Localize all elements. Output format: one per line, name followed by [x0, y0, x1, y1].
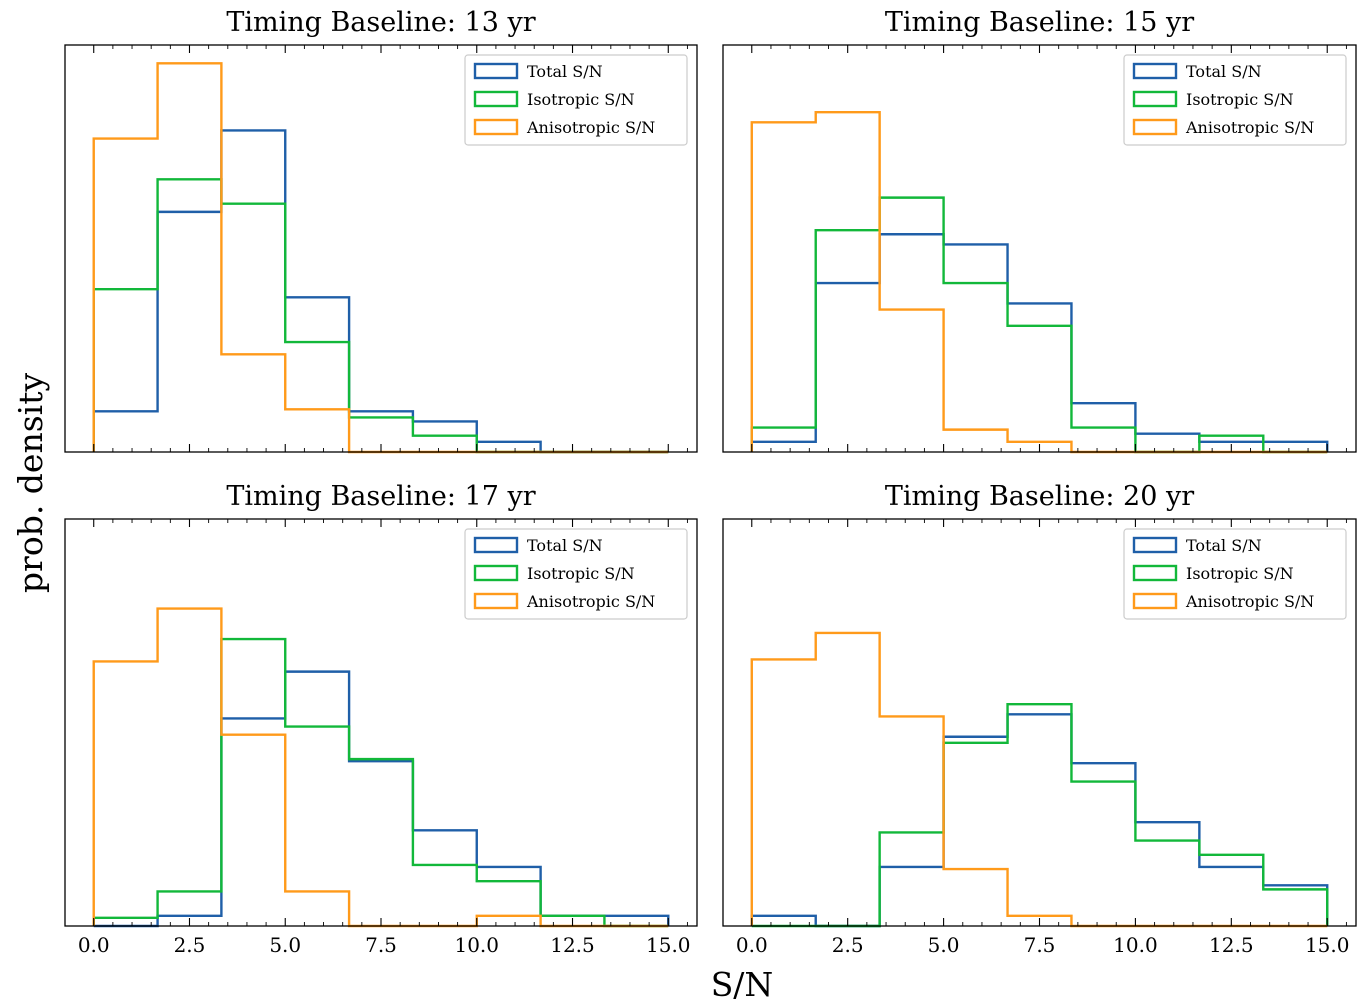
x-tick-label: 12.5	[1209, 933, 1254, 957]
legend-swatch-anisotropic	[1132, 592, 1178, 610]
x-tick-label: 7.5	[365, 933, 397, 957]
legend-swatch-anisotropic	[1132, 118, 1178, 136]
legend-swatch-isotropic	[473, 564, 519, 582]
x-tick-label: 5.0	[928, 933, 960, 957]
legend-entry-label: Anisotropic S/N	[526, 118, 655, 137]
legend-swatch-isotropic	[1132, 90, 1178, 108]
x-tick-label: 15.0	[1305, 933, 1350, 957]
legend-entry-label: Total S/N	[527, 536, 603, 555]
x-tick-label: 0.0	[78, 933, 110, 957]
legend-entry-label: Total S/N	[1186, 62, 1262, 81]
legend-entry-label: Total S/N	[1186, 536, 1262, 555]
legend-box	[464, 54, 688, 146]
panel-4: Timing Baseline: 20 yr 0.0 2.5 5.0 7.5 10.0 12…	[722, 481, 1357, 957]
histogram-series-anisotropic	[92, 607, 669, 928]
x-axis-label: S/N	[711, 965, 774, 1004]
legend-entry-label: Isotropic S/N	[1186, 564, 1294, 583]
legend: Total S/N Isotropic S/N Anisotropic S/N	[464, 528, 688, 620]
legend-box	[464, 528, 688, 620]
panel-title: Timing Baseline: 20 yr	[885, 481, 1194, 512]
histogram-series-isotropic	[750, 196, 1328, 454]
legend-entry-label: Isotropic S/N	[527, 564, 635, 583]
panel-3: Timing Baseline: 17 yr 0.0 2.5 5.0 7.5 10.0 12…	[64, 481, 698, 957]
legend-entry-label: Anisotropic S/N	[1185, 118, 1314, 137]
x-tick-label: 0.0	[736, 933, 768, 957]
legend: Total S/N Isotropic S/N Anisotropic S/N	[464, 54, 688, 146]
legend-box	[1123, 54, 1347, 146]
legend-swatch-total	[1132, 536, 1178, 554]
panel-title: Timing Baseline: 13 yr	[226, 7, 535, 38]
panel-2: Timing Baseline: 15 yr Total S/N Isotropic…	[722, 7, 1357, 454]
x-tick-label: 12.5	[550, 933, 595, 957]
legend-entry-label: Isotropic S/N	[1186, 90, 1294, 109]
histogram-series-total	[750, 233, 1329, 452]
legend-swatch-total	[1132, 62, 1178, 80]
legend-entry-label: Total S/N	[527, 62, 603, 81]
histogram-series-isotropic	[751, 702, 1329, 928]
legend-swatch-isotropic	[473, 90, 519, 108]
legend: Total S/N Isotropic S/N Anisotropic S/N	[1123, 528, 1347, 620]
histogram-series-total	[93, 670, 670, 928]
legend-swatch-total	[473, 62, 519, 80]
x-tick-label: 2.5	[832, 933, 864, 957]
legend-box	[1123, 528, 1347, 620]
histogram-series-total	[750, 713, 1329, 928]
legend-swatch-anisotropic	[473, 592, 519, 610]
panel-1: Timing Baseline: 13 yr Total S/N Isotropic…	[64, 7, 698, 454]
x-tick-label: 10.0	[454, 933, 499, 957]
legend-swatch-total	[473, 536, 519, 554]
x-tick-label: 2.5	[174, 933, 206, 957]
x-tick-label: 5.0	[269, 933, 301, 957]
legend-entry-label: Anisotropic S/N	[526, 592, 655, 611]
panel-title: Timing Baseline: 17 yr	[226, 481, 535, 512]
legend-entry-label: Isotropic S/N	[527, 90, 635, 109]
y-axis-label: prob. density	[11, 373, 50, 594]
legend-entry-label: Anisotropic S/N	[1185, 592, 1314, 611]
legend-swatch-isotropic	[1132, 564, 1178, 582]
x-tick-label: 10.0	[1113, 933, 1158, 957]
histogram-series-isotropic	[92, 637, 669, 928]
legend-swatch-anisotropic	[473, 118, 519, 136]
legend: Total S/N Isotropic S/N Anisotropic S/N	[1123, 54, 1347, 146]
histogram-series-anisotropic	[750, 631, 1328, 928]
panel-title: Timing Baseline: 15 yr	[885, 7, 1194, 38]
x-tick-label: 7.5	[1024, 933, 1056, 957]
x-tick-label: 15.0	[646, 933, 691, 957]
